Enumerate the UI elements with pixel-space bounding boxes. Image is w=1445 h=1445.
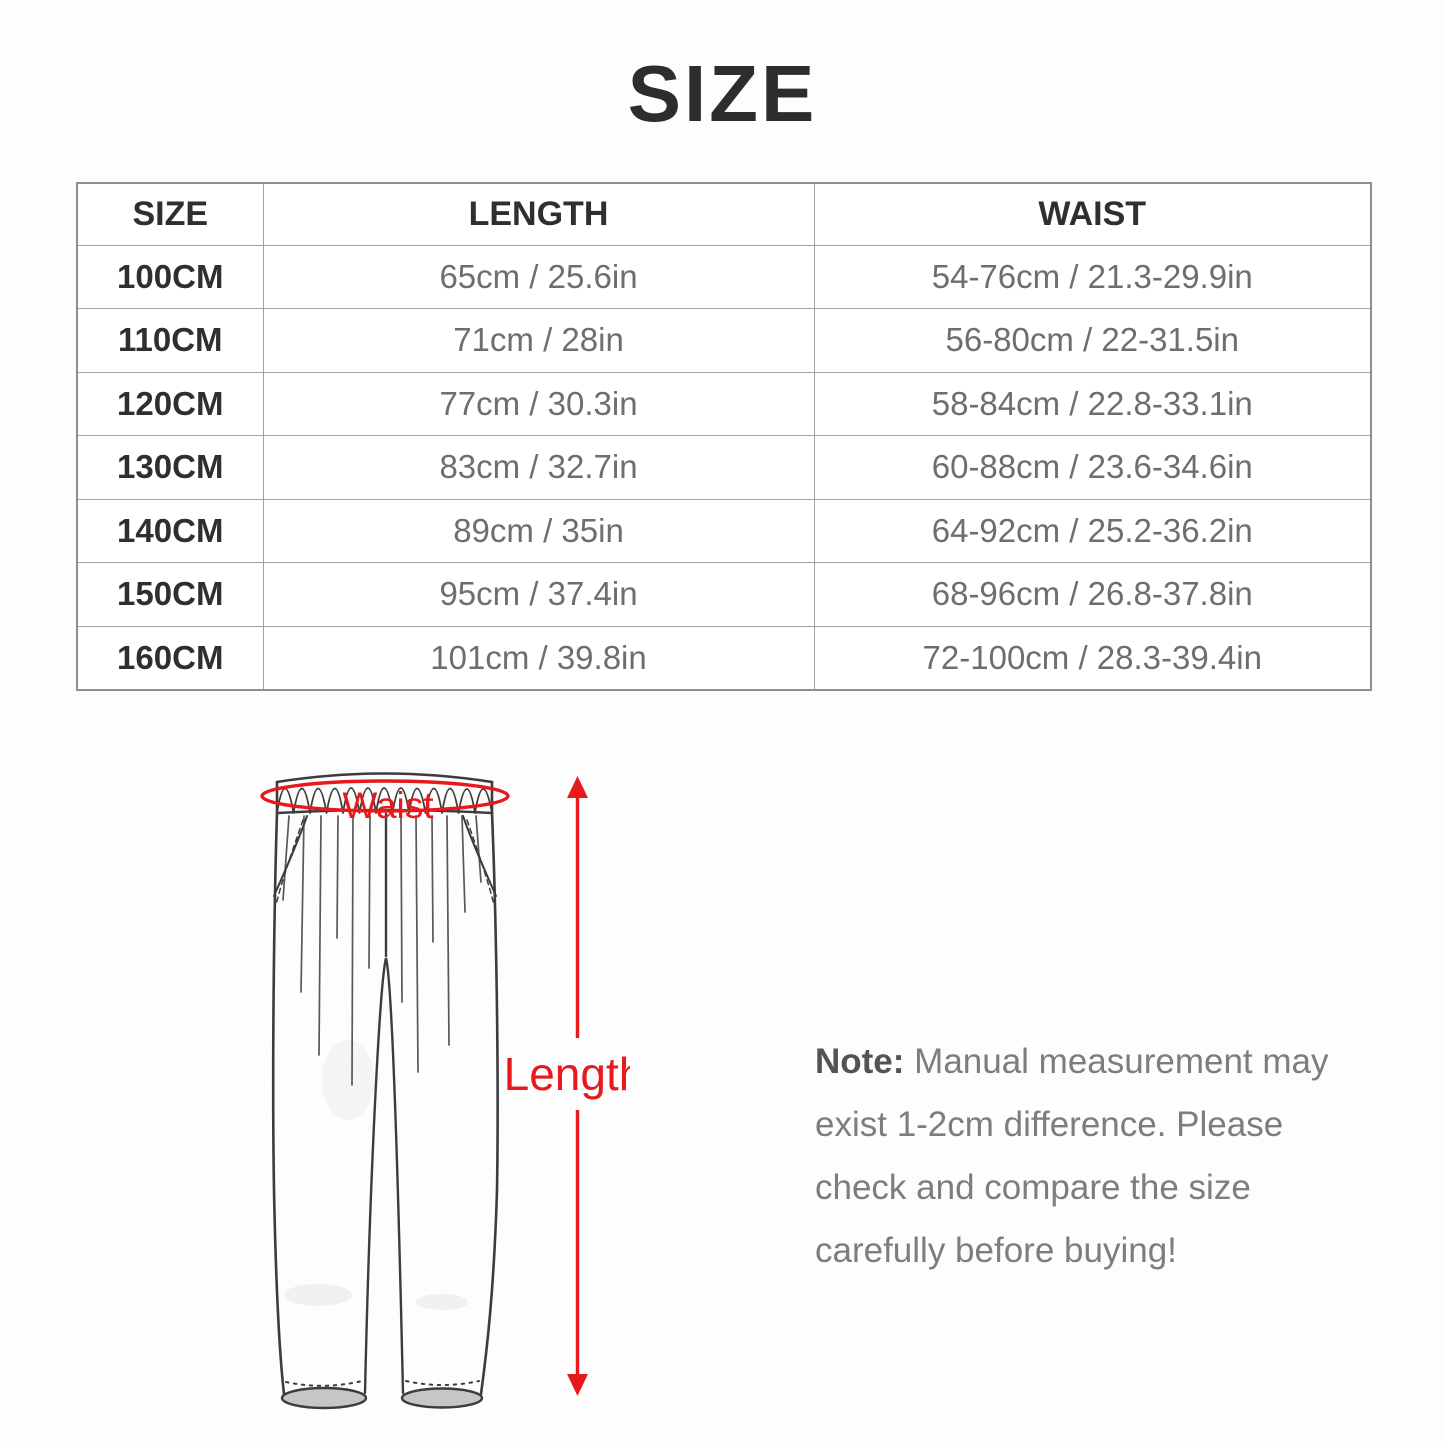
size-cell: 160CM bbox=[76, 625, 264, 690]
pants-shading bbox=[284, 1040, 468, 1310]
length-cell: 95cm / 37.4in bbox=[262, 562, 815, 627]
size-cell: 110CM bbox=[76, 308, 264, 373]
waist-label: Waist bbox=[342, 785, 434, 826]
note-prefix: Note: bbox=[815, 1042, 905, 1081]
size-table: SIZE LENGTH WAIST 100CM 65cm / 25.6in 54… bbox=[76, 182, 1372, 691]
pocket-lines bbox=[273, 815, 497, 906]
length-cell: 89cm / 35in bbox=[262, 498, 815, 563]
pants-outline bbox=[271, 772, 499, 1396]
waist-ellipse bbox=[260, 779, 510, 813]
note-text: Note: Manual measurement may exist 1-2cm… bbox=[815, 1030, 1377, 1282]
column-header-waist: WAIST bbox=[813, 182, 1372, 246]
table-row: 140CM 89cm / 35in 64-92cm / 25.2-36.2in bbox=[76, 498, 1372, 563]
page-title: SIZE bbox=[627, 49, 818, 138]
leg-cuffs bbox=[280, 1386, 484, 1410]
size-cell: 100CM bbox=[76, 244, 264, 309]
size-cell: 120CM bbox=[76, 371, 264, 436]
gather-lines bbox=[282, 815, 482, 1086]
length-cell: 71cm / 28in bbox=[262, 308, 815, 373]
waist-cell: 56-80cm / 22-31.5in bbox=[813, 308, 1372, 373]
length-label: Length bbox=[504, 1048, 630, 1100]
table-row: 120CM 77cm / 30.3in 58-84cm / 22.8-33.1i… bbox=[76, 371, 1372, 436]
length-cell: 77cm / 30.3in bbox=[262, 371, 815, 436]
note-body: Manual measurement may exist 1-2cm diffe… bbox=[815, 1042, 1329, 1270]
table-row: 130CM 83cm / 32.7in 60-88cm / 23.6-34.6i… bbox=[76, 435, 1372, 500]
size-cell: 140CM bbox=[76, 498, 264, 563]
pants-measurement-diagram: Waist Length bbox=[260, 772, 630, 1410]
size-cell: 130CM bbox=[76, 435, 264, 500]
size-cell: 150CM bbox=[76, 562, 264, 627]
column-header-size: SIZE bbox=[76, 182, 264, 246]
waist-cell: 58-84cm / 22.8-33.1in bbox=[813, 371, 1372, 436]
length-cell: 101cm / 39.8in bbox=[262, 625, 815, 690]
length-arrow bbox=[567, 776, 588, 1396]
table-row: 150CM 95cm / 37.4in 68-96cm / 26.8-37.8i… bbox=[76, 562, 1372, 627]
table-row: 100CM 65cm / 25.6in 54-76cm / 21.3-29.9i… bbox=[76, 244, 1372, 309]
table-row: 110CM 71cm / 28in 56-80cm / 22-31.5in bbox=[76, 308, 1372, 373]
waist-cell: 72-100cm / 28.3-39.4in bbox=[813, 625, 1372, 690]
waist-cell: 68-96cm / 26.8-37.8in bbox=[813, 562, 1372, 627]
waist-cell: 60-88cm / 23.6-34.6in bbox=[813, 435, 1372, 500]
length-cell: 83cm / 32.7in bbox=[262, 435, 815, 500]
column-header-length: LENGTH bbox=[262, 182, 815, 246]
table-row: 160CM 101cm / 39.8in 72-100cm / 28.3-39.… bbox=[76, 625, 1372, 690]
length-cell: 65cm / 25.6in bbox=[262, 244, 815, 309]
waist-cell: 64-92cm / 25.2-36.2in bbox=[813, 498, 1372, 563]
waist-cell: 54-76cm / 21.3-29.9in bbox=[813, 244, 1372, 309]
table-header-row: SIZE LENGTH WAIST bbox=[76, 182, 1372, 246]
